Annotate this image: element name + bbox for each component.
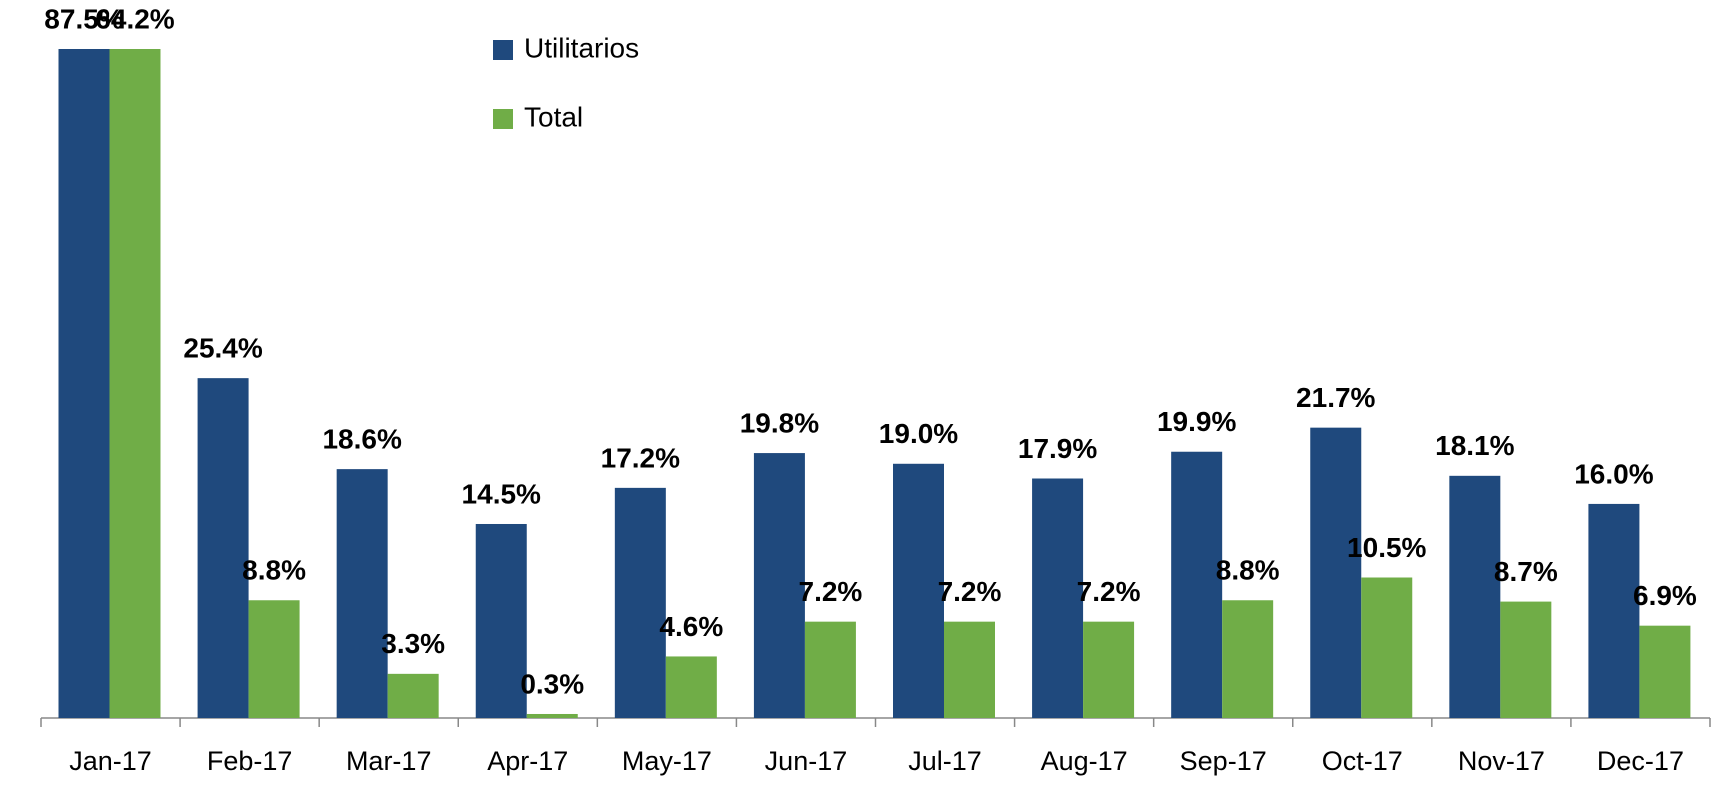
value-label: 8.7% [1494, 556, 1558, 587]
bar [1500, 601, 1552, 718]
x-tick-label: Jan-17 [69, 746, 152, 776]
bar [1449, 475, 1501, 718]
bar [109, 49, 161, 718]
x-tick-label: May-17 [622, 746, 712, 776]
bar [1588, 503, 1640, 718]
value-label: 6.9% [1633, 580, 1697, 611]
value-label: 87.5% [44, 3, 123, 34]
value-label: 21.7% [1296, 382, 1375, 413]
bar [1222, 600, 1274, 718]
x-tick-label: Aug-17 [1041, 746, 1128, 776]
bar [944, 621, 995, 718]
bar [1639, 625, 1691, 718]
x-tick-label: Nov-17 [1458, 746, 1545, 776]
value-label: 4.6% [659, 611, 723, 642]
value-label: 0.3% [520, 668, 584, 699]
legend-label: Total [524, 101, 583, 132]
x-tick-label: Jun-17 [765, 746, 848, 776]
bar [1361, 577, 1413, 718]
bar [614, 487, 666, 718]
bar [1171, 451, 1223, 718]
bar [475, 523, 527, 718]
value-label: 25.4% [183, 333, 262, 364]
bar [248, 600, 300, 718]
value-label: 7.2% [938, 576, 1002, 607]
value-label: 18.1% [1435, 430, 1514, 461]
value-label: 7.2% [799, 576, 863, 607]
value-label: 7.2% [1077, 576, 1141, 607]
value-label: 17.9% [1018, 433, 1097, 464]
value-label: 16.0% [1574, 458, 1653, 489]
bar [1032, 478, 1084, 718]
value-label: 10.5% [1347, 532, 1426, 563]
bar [197, 378, 249, 718]
x-tick-label: Dec-17 [1597, 746, 1684, 776]
x-tick-label: Feb-17 [207, 746, 293, 776]
bar [336, 469, 388, 718]
value-label: 64.2% [95, 3, 174, 34]
x-tick-label: Sep-17 [1180, 746, 1267, 776]
value-label: 14.5% [462, 478, 541, 509]
bar [387, 673, 439, 718]
bar [665, 656, 717, 718]
x-tick-label: Apr-17 [487, 746, 568, 776]
value-label: 19.8% [740, 407, 819, 438]
value-label: 19.0% [879, 418, 958, 449]
bar [526, 713, 578, 718]
x-tick-label: Mar-17 [346, 746, 432, 776]
bar [1083, 621, 1135, 718]
value-label: 8.8% [1216, 555, 1280, 586]
x-tick-label: Oct-17 [1322, 746, 1403, 776]
value-label: 17.2% [601, 442, 680, 473]
bar [893, 463, 944, 718]
x-tick-label: Jul-17 [908, 746, 982, 776]
legend-label: Utilitarios [524, 32, 639, 63]
legend-swatch [493, 109, 513, 129]
legend-swatch [493, 40, 513, 60]
value-label: 19.9% [1157, 406, 1236, 437]
value-label: 3.3% [381, 628, 445, 659]
bar [804, 621, 856, 718]
value-label: 8.8% [242, 555, 306, 586]
bar [1310, 427, 1362, 718]
value-label: 18.6% [322, 424, 401, 455]
bar [58, 49, 110, 718]
bar [753, 453, 805, 718]
